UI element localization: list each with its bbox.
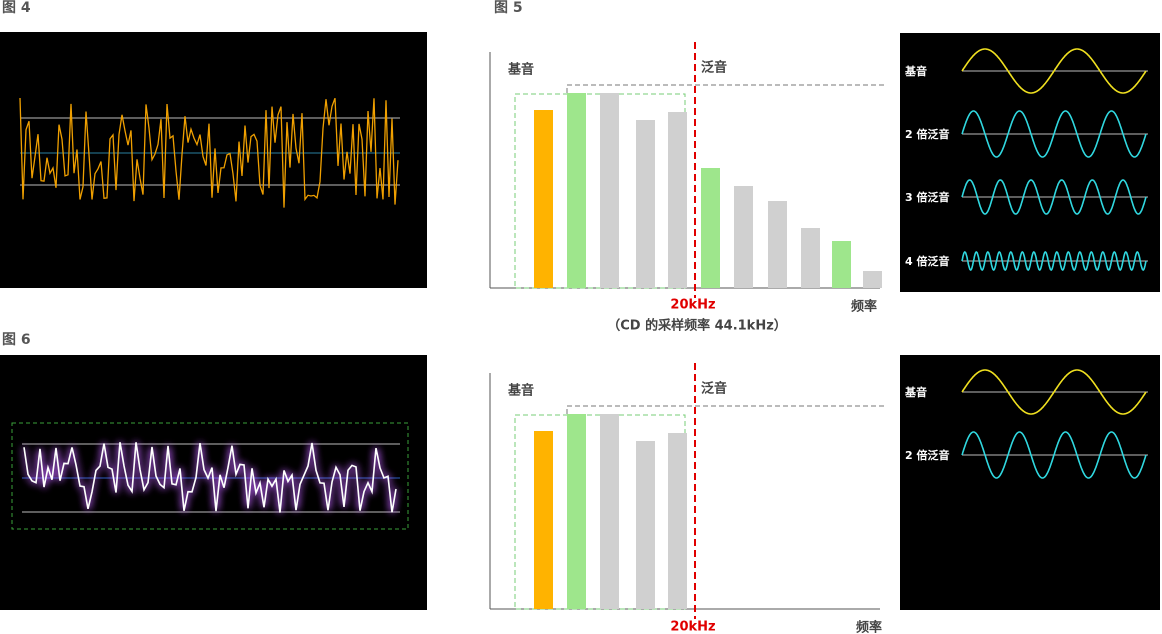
sine-wave: [961, 48, 1147, 94]
panel: [0, 32, 427, 288]
wave-label: 3 倍泛音: [905, 190, 949, 204]
sine-wave: [961, 251, 1147, 271]
label: 基音: [507, 383, 534, 399]
axis-label: 频率: [856, 620, 882, 634]
spectrum: [489, 42, 885, 298]
wave-label: 2 倍泛音: [905, 127, 949, 141]
figure-label: 图 4: [2, 0, 31, 16]
cutoff-label: 20kHz: [670, 298, 715, 313]
sine-wave: [961, 179, 1147, 215]
axis-label: 频率: [851, 299, 877, 315]
sine-wave: [961, 431, 1147, 479]
wave-label: 基音: [904, 385, 927, 399]
waveform: [19, 97, 399, 208]
label: 泛音: [701, 381, 727, 397]
wave-label: 4 倍泛音: [905, 254, 949, 268]
waveform: [23, 442, 397, 513]
sine-wave: [961, 369, 1147, 415]
panel: [900, 355, 1160, 610]
wave-label: 2 倍泛音: [905, 448, 949, 462]
wave-label: 基音: [904, 64, 927, 78]
figure-label: 图 5: [494, 0, 523, 16]
frame: [11, 422, 409, 530]
label: 基音: [507, 62, 534, 78]
cutoff-label: 20kHz: [670, 620, 715, 634]
note: （CD 的采样频率 44.1kHz）: [607, 318, 787, 334]
sine-wave: [961, 110, 1147, 158]
figure-label: 图 6: [2, 332, 31, 348]
spectrum: [489, 363, 885, 619]
label: 泛音: [701, 60, 727, 76]
panel: [900, 33, 1160, 292]
